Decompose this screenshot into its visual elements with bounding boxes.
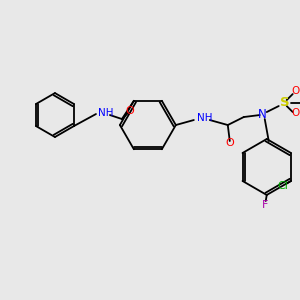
Text: F: F bbox=[262, 200, 268, 210]
Text: NH: NH bbox=[197, 113, 212, 123]
Text: Cl: Cl bbox=[278, 181, 288, 191]
Text: O: O bbox=[292, 86, 300, 96]
Text: O: O bbox=[225, 138, 234, 148]
Text: N: N bbox=[258, 107, 267, 121]
Text: O: O bbox=[125, 106, 134, 116]
Text: S: S bbox=[280, 95, 290, 109]
Text: NH: NH bbox=[98, 108, 113, 118]
Text: O: O bbox=[292, 108, 300, 118]
